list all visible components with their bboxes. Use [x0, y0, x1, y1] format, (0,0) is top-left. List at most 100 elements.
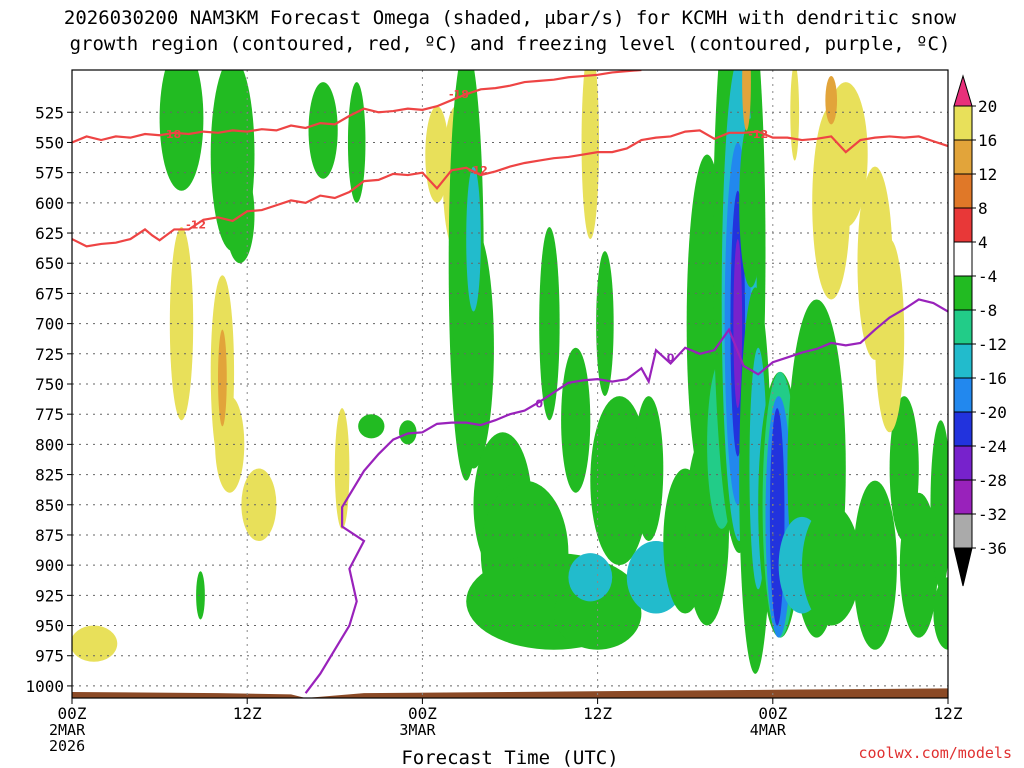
contour-label: 0: [667, 351, 675, 364]
x-tick-label: 00Z: [408, 704, 437, 723]
colorbar-label: -32: [978, 505, 1007, 524]
y-tick-label: 675: [35, 284, 64, 303]
y-tick-label: 700: [35, 315, 64, 334]
x-tick-label: 12Z: [233, 704, 262, 723]
colorbar-swatch: [953, 105, 973, 141]
omega-region: [899, 492, 938, 638]
omega-region: [561, 347, 591, 493]
omega-region: [930, 420, 948, 590]
chart-title-line2: growth region (contoured, red, ºC) and f…: [70, 33, 951, 55]
colorbar-label: 8: [978, 199, 988, 218]
x-tick-date: 2MAR: [49, 721, 86, 739]
y-tick-label: 825: [35, 466, 64, 485]
colorbar-swatch: [953, 275, 973, 311]
colorbar-swatch: [953, 411, 973, 447]
omega-region: [334, 408, 350, 529]
y-tick-label: 525: [35, 103, 64, 122]
colorbar-legend: 20 16 12 8 4 -4 -8 -12 -16 -20 -24 -28 -32 -36: [953, 74, 1007, 587]
omega-region: [634, 396, 664, 541]
y-tick-label: 550: [35, 133, 64, 152]
y-tick-label: 650: [35, 254, 64, 273]
contour-lines: [72, 70, 948, 694]
omega-region: [453, 227, 494, 469]
omega-region: [399, 420, 417, 445]
colorbar-swatch: [953, 139, 973, 175]
colorbar-swatch: [953, 241, 973, 277]
omega-region: [358, 414, 385, 439]
chart-title-line1: 2026030200 NAM3KM Forecast Omega (shaded…: [64, 7, 957, 29]
omega-region: [769, 408, 785, 626]
omega-region: [308, 82, 338, 179]
contour-label: -18: [161, 128, 181, 141]
omega-region: [739, 118, 763, 288]
omega-region: [875, 239, 905, 433]
omega-region: [196, 571, 205, 620]
x-tick-date: 4MAR: [750, 721, 787, 739]
omega-region: [933, 577, 948, 650]
y-tick-label: 925: [35, 586, 64, 605]
series-line: [304, 298, 948, 694]
y-tick-label: 625: [35, 224, 64, 243]
y-tick-label: 875: [35, 526, 64, 545]
y-axis: 525 550 575 600 625 650 675 700 725 750 775 800 825 8…: [25, 103, 72, 696]
colorbar-bottom-arrow: [953, 547, 973, 587]
contour-label: -12: [748, 128, 768, 141]
colorbar-swatch: [953, 309, 973, 345]
contour-label: -12: [468, 164, 488, 177]
omega-region: [347, 82, 366, 203]
ground-terrain: [72, 688, 948, 698]
x-tick-year: 2026: [49, 737, 85, 755]
x-tick-label: 00Z: [58, 704, 87, 723]
colorbar-label: -28: [978, 471, 1007, 490]
contour-label: 0: [535, 397, 543, 410]
colorbar-swatch: [953, 207, 973, 243]
omega-region: [853, 480, 897, 650]
plot-area: -18 -18 -12 -12 -12 0 0: [71, 69, 949, 699]
omega-region: [218, 329, 227, 427]
y-tick-label: 950: [35, 617, 64, 636]
colorbar-label: -8: [978, 301, 997, 320]
colorbar-swatch: [953, 343, 973, 379]
colorbar-label: 4: [978, 233, 988, 252]
x-tick-date: 3MAR: [399, 721, 436, 739]
omega-region: [466, 166, 481, 312]
credit-text: coolwx.com/models: [858, 744, 1012, 762]
omega-region: [590, 396, 649, 566]
colorbar-swatch: [953, 173, 973, 209]
y-tick-label: 975: [35, 647, 64, 666]
colorbar-label: 16: [978, 131, 997, 150]
y-tick-label: 1000: [25, 677, 64, 696]
y-tick-label: 850: [35, 496, 64, 515]
colorbar-top-arrow: [953, 74, 973, 107]
omega-region: [425, 106, 449, 203]
series-line: [72, 70, 642, 144]
y-tick-label: 575: [35, 164, 64, 183]
colorbar-label: -12: [978, 335, 1007, 354]
colorbar-label: -4: [978, 267, 997, 286]
contour-label: -18: [449, 88, 469, 101]
series-line: [72, 129, 948, 248]
y-tick-label: 750: [35, 375, 64, 394]
x-axis-label: Forecast Time (UTC): [401, 747, 618, 768]
x-tick-label: 00Z: [758, 704, 787, 723]
colorbar-label: -16: [978, 369, 1007, 388]
omega-region: [742, 70, 751, 131]
y-tick-label: 775: [35, 405, 64, 424]
omega-region: [825, 76, 838, 125]
x-tick-label: 12Z: [934, 704, 963, 723]
omega-region: [72, 625, 118, 662]
colorbar-swatch: [953, 377, 973, 413]
colorbar-label: 20: [978, 97, 997, 116]
colorbar-label: -20: [978, 403, 1007, 422]
colorbar-swatch: [953, 445, 973, 481]
omega-region: [241, 468, 277, 541]
omega-region: [169, 227, 194, 421]
colorbar-label: -36: [978, 539, 1007, 558]
colorbar-swatch: [953, 513, 973, 549]
omega-region: [568, 553, 613, 602]
omega-region: [159, 70, 204, 191]
y-tick-label: 900: [35, 556, 64, 575]
x-tick-label: 12Z: [583, 704, 612, 723]
